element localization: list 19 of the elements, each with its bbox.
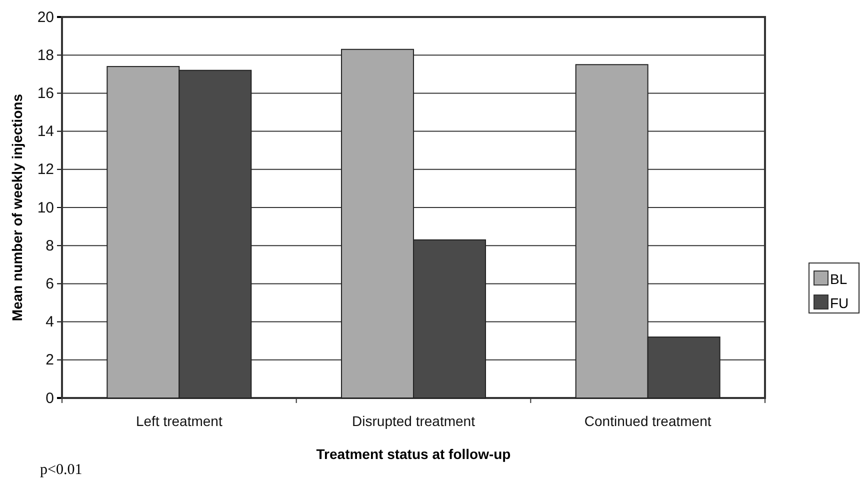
text: p<0.01 [40,462,82,478]
x-axis-title: Treatment status at follow-up [316,446,511,462]
y-tick-label: 0 [46,390,54,407]
y-tick-label: 18 [37,46,54,64]
y-tick-label: 12 [37,161,54,178]
y-tick-label: 14 [37,123,54,140]
x-tick-label: Continued treatment [584,412,712,429]
x-tick-label: Disrupted treatment [352,412,476,429]
y-tick-label: 6 [46,276,54,292]
y-tick-label: 10 [37,199,54,216]
y-tick-label: 4 [46,314,54,331]
y-tick-label: 2 [46,352,54,369]
legend-label: BL [830,271,848,287]
y-tick-label: 16 [37,85,54,102]
y-tick-label: 20 [37,8,54,26]
x-tick-label: Left treatment [136,412,222,429]
y-axis-title: Mean number of weekly injections [9,94,25,322]
y-tick-label: 8 [46,237,54,254]
legend-label: FU [830,295,849,311]
